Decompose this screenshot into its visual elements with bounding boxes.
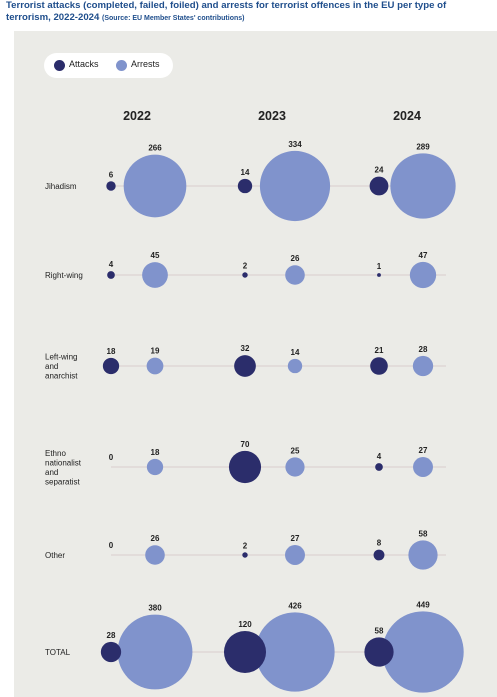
arrests-bubble-right-wing-2022 xyxy=(142,262,168,288)
attacks-bubble-ethno-nationalist-and-separatist-2023 xyxy=(228,450,262,484)
row-label-right-wing: Right-wing xyxy=(45,271,83,280)
arrests-value-other-2022: 26 xyxy=(151,534,160,543)
attacks-value-jihadism-2022: 6 xyxy=(109,170,114,179)
arrests-bubble-jihadism-2024 xyxy=(390,153,456,219)
arrests-bubble-right-wing-2023 xyxy=(285,265,305,285)
arrests-bubble-left-wing-and-anarchist-2022 xyxy=(146,357,164,375)
row-label-ethno-nationalist-and-separatist: Ethno nationalist and separatist xyxy=(45,449,82,487)
arrests-value-jihadism-2022: 266 xyxy=(148,144,162,153)
arrests-value-jihadism-2023: 334 xyxy=(288,140,302,149)
attacks-value-right-wing-2022: 4 xyxy=(109,260,114,269)
legend-arrests-label: Arrests xyxy=(131,59,160,69)
year-header-2022: 2022 xyxy=(123,109,151,123)
row-label-other: Other xyxy=(45,551,65,560)
arrests-bubble-total-2022 xyxy=(117,614,193,690)
arrests-value-other-2023: 27 xyxy=(291,534,300,543)
row-label-jihadism: Jihadism xyxy=(45,182,77,191)
attacks-bubble-left-wing-and-anarchist-2022 xyxy=(102,357,120,375)
attacks-value-ethno-nationalist-and-separatist-2024: 4 xyxy=(377,452,382,461)
arrests-value-right-wing-2022: 45 xyxy=(151,251,160,260)
attacks-bubble-left-wing-and-anarchist-2023 xyxy=(234,355,256,377)
arrests-value-total-2023: 426 xyxy=(288,601,302,610)
arrests-bubble-left-wing-and-anarchist-2023 xyxy=(287,358,303,374)
arrests-bubble-right-wing-2024 xyxy=(409,261,437,289)
attacks-bubble-right-wing-2023 xyxy=(242,272,248,278)
legend: Attacks Arrests xyxy=(44,53,173,78)
legend-arrests-swatch xyxy=(116,60,127,71)
arrests-bubble-ethno-nationalist-and-separatist-2022 xyxy=(146,458,164,476)
arrests-bubble-jihadism-2023 xyxy=(259,150,331,222)
attacks-value-right-wing-2023: 2 xyxy=(243,261,248,270)
arrests-bubble-other-2024 xyxy=(408,540,438,570)
arrests-value-ethno-nationalist-and-separatist-2024: 27 xyxy=(419,446,428,455)
attacks-value-total-2022: 28 xyxy=(107,631,116,640)
arrests-bubble-total-2023 xyxy=(255,612,335,692)
arrests-bubble-ethno-nationalist-and-separatist-2024 xyxy=(413,457,433,477)
row-label-total: TOTAL xyxy=(45,648,71,657)
year-header-2023: 2023 xyxy=(258,109,286,123)
arrests-value-other-2024: 58 xyxy=(419,529,428,538)
legend-attacks-label: Attacks xyxy=(69,59,99,69)
arrests-value-jihadism-2024: 289 xyxy=(416,142,430,151)
arrests-bubble-total-2024 xyxy=(382,611,464,693)
arrests-value-total-2024: 449 xyxy=(416,600,430,609)
attacks-bubble-jihadism-2024 xyxy=(369,176,389,196)
chart-title: Terrorist attacks (completed, failed, fo… xyxy=(6,0,476,25)
attacks-value-other-2023: 2 xyxy=(243,541,248,550)
attacks-bubble-total-2024 xyxy=(364,637,394,667)
attacks-bubble-left-wing-and-anarchist-2024 xyxy=(370,357,388,375)
attacks-value-other-2024: 8 xyxy=(377,539,382,548)
attacks-value-jihadism-2023: 14 xyxy=(241,168,250,177)
attacks-bubble-total-2022 xyxy=(100,641,122,663)
arrests-value-left-wing-and-anarchist-2023: 14 xyxy=(291,348,300,357)
attacks-bubble-total-2023 xyxy=(223,630,267,674)
arrests-value-ethno-nationalist-and-separatist-2022: 18 xyxy=(151,448,160,457)
attacks-bubble-jihadism-2022 xyxy=(106,181,116,191)
attacks-bubble-ethno-nationalist-and-separatist-2024 xyxy=(375,463,383,471)
legend-attacks-swatch xyxy=(54,60,65,71)
attacks-value-total-2023: 120 xyxy=(238,620,252,629)
arrests-value-ethno-nationalist-and-separatist-2023: 25 xyxy=(291,446,300,455)
attacks-value-jihadism-2024: 24 xyxy=(375,166,384,175)
arrests-bubble-other-2022 xyxy=(145,545,165,565)
attacks-bubble-other-2023 xyxy=(242,552,248,558)
arrests-bubble-left-wing-and-anarchist-2024 xyxy=(412,355,434,377)
attacks-value-left-wing-and-anarchist-2022: 18 xyxy=(107,347,116,356)
arrests-value-left-wing-and-anarchist-2022: 19 xyxy=(151,347,160,356)
title-text: Terrorist attacks (completed, failed, fo… xyxy=(6,0,447,23)
attacks-value-other-2022: 0 xyxy=(109,541,114,550)
row-label-left-wing-and-anarchist: Left-wing and anarchist xyxy=(45,353,78,381)
attacks-value-ethno-nationalist-and-separatist-2023: 70 xyxy=(241,440,250,449)
attacks-value-left-wing-and-anarchist-2023: 32 xyxy=(241,344,250,353)
arrests-bubble-jihadism-2022 xyxy=(123,154,187,218)
attacks-bubble-jihadism-2023 xyxy=(237,178,253,194)
arrests-bubble-other-2023 xyxy=(285,545,305,565)
attacks-value-left-wing-and-anarchist-2024: 21 xyxy=(375,346,384,355)
arrests-value-right-wing-2024: 47 xyxy=(419,251,428,260)
arrests-value-left-wing-and-anarchist-2024: 28 xyxy=(419,345,428,354)
attacks-value-total-2024: 58 xyxy=(375,626,384,635)
attacks-value-ethno-nationalist-and-separatist-2022: 0 xyxy=(109,453,114,462)
attacks-bubble-right-wing-2022 xyxy=(107,271,115,279)
arrests-bubble-ethno-nationalist-and-separatist-2023 xyxy=(285,457,305,477)
attacks-value-right-wing-2024: 1 xyxy=(377,262,382,271)
arrests-value-total-2022: 380 xyxy=(148,604,162,613)
year-header-2024: 2024 xyxy=(393,109,421,123)
source-note: (Source: EU Member States' contributions… xyxy=(102,15,245,22)
arrests-value-right-wing-2023: 26 xyxy=(291,254,300,263)
attacks-bubble-right-wing-2024 xyxy=(377,273,381,277)
attacks-bubble-other-2024 xyxy=(373,549,385,561)
